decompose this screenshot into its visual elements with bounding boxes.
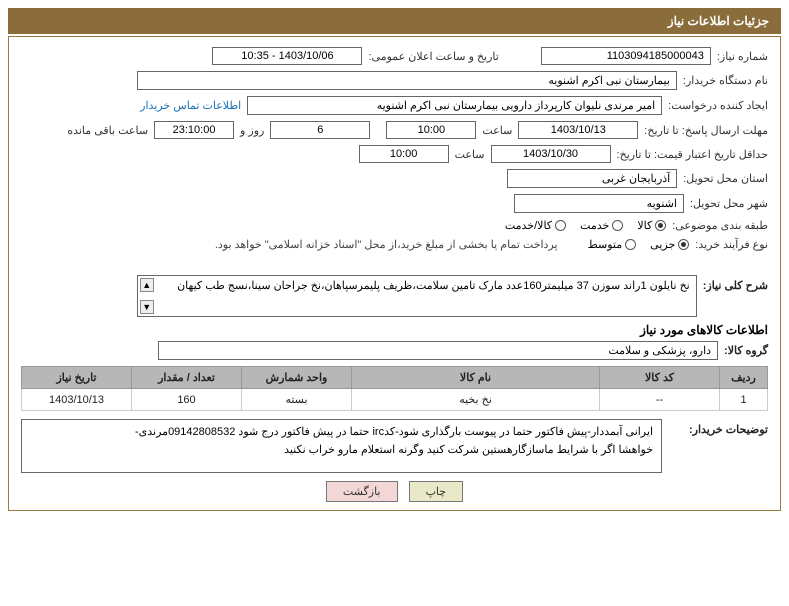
lbl-need-no: شماره نیاز: [717, 50, 768, 63]
th-code: کد کالا [600, 367, 720, 389]
lbl-requester: ایجاد کننده درخواست: [668, 99, 768, 112]
lbl-province: استان محل تحویل: [683, 172, 768, 185]
td-qty: 160 [132, 389, 242, 411]
radio-dot-icon [678, 239, 689, 250]
radio-dot-icon [625, 239, 636, 250]
field-deadline-time: 10:00 [386, 121, 476, 139]
lbl-price-valid: حداقل تاریخ اعتبار قیمت: تا تاریخ: [617, 148, 768, 161]
radio-label: کالا/خدمت [505, 219, 552, 232]
print-button[interactable]: چاپ [409, 481, 464, 502]
radio-subject-goods[interactable]: کالا [637, 219, 666, 232]
th-row: ردیف [720, 367, 768, 389]
lbl-buyer-notes: توضیحات خریدار: [668, 419, 768, 436]
field-province: آذربایجان غربی [507, 169, 677, 188]
panel-header: جزئیات اطلاعات نیاز [8, 8, 781, 34]
radio-label: کالا [637, 219, 652, 232]
description-textarea[interactable]: نخ نایلون 1راند سوزن 37 میلیمتر160عدد ما… [137, 275, 697, 317]
radio-group-subject: کالا خدمت کالا/خدمت [505, 219, 666, 232]
field-goods-group: دارو، پزشکی و سلامت [158, 341, 718, 360]
scroll-down-icon[interactable]: ▼ [140, 300, 154, 314]
lbl-deadline: مهلت ارسال پاسخ: تا تاریخ: [644, 124, 768, 137]
radio-label: خدمت [580, 219, 609, 232]
field-remaining-days: 6 [270, 121, 370, 139]
field-city: اشنویه [514, 194, 684, 213]
buyer-notes-box: ایرانی آبمددار-پیش فاکتور حتما در پیوست … [21, 419, 662, 473]
lbl-description: شرح کلی نیاز: [703, 275, 768, 292]
back-button[interactable]: بازگشت [326, 481, 398, 502]
th-name: نام کالا [352, 367, 600, 389]
table-header-row: ردیف کد کالا نام کالا واحد شمارش تعداد /… [22, 367, 768, 389]
field-remaining-hms: 23:10:00 [154, 121, 234, 139]
radio-label: متوسط [588, 238, 623, 251]
radio-purchase-medium[interactable]: متوسط [588, 238, 637, 251]
lbl-goods-group: گروه کالا: [724, 344, 768, 357]
th-qty: تعداد / مقدار [132, 367, 242, 389]
field-buyer-org: بیمارستان نبی اکرم اشنویه [137, 71, 677, 90]
lbl-hour-1: ساعت [482, 124, 512, 137]
th-unit: واحد شمارش [242, 367, 352, 389]
scroll-up-icon[interactable]: ▲ [140, 278, 154, 292]
lbl-subject-class: طبقه بندی موضوعی: [672, 219, 768, 232]
td-name: نخ بخیه [352, 389, 600, 411]
lbl-city: شهر محل تحویل: [690, 197, 768, 210]
radio-dot-icon [655, 220, 666, 231]
lbl-day-and: روز و [240, 124, 264, 137]
field-price-valid-time: 10:00 [359, 145, 449, 163]
radio-dot-icon [612, 220, 623, 231]
lbl-purchase-type: نوع فرآیند خرید: [695, 238, 768, 251]
table-row: 1 -- نخ بخیه بسته 160 1403/10/13 [22, 389, 768, 411]
buyer-notes-line2: خواهشا اگر با شرایط ماسازگارهستین شرکت ک… [30, 442, 653, 460]
lbl-remaining: ساعت باقی مانده [67, 124, 148, 137]
buyer-notes-line1: ایرانی آبمددار-پیش فاکتور حتما در پیوست … [30, 424, 653, 442]
button-bar: چاپ بازگشت [21, 481, 768, 502]
lbl-announce-dt: تاریخ و ساعت اعلان عمومی: [368, 50, 498, 63]
field-price-valid-date: 1403/10/30 [491, 145, 611, 163]
td-row: 1 [720, 389, 768, 411]
radio-subject-both[interactable]: کالا/خدمت [505, 219, 566, 232]
field-need-no: 1103094185000043 [541, 47, 711, 65]
radio-dot-icon [555, 220, 566, 231]
description-text: نخ نایلون 1راند سوزن 37 میلیمتر160عدد ما… [177, 280, 690, 292]
details-frame: شماره نیاز: 1103094185000043 تاریخ و ساع… [8, 36, 781, 511]
payment-note: پرداخت تمام یا بخشی از مبلغ خرید،از محل … [215, 238, 558, 251]
field-requester: امیر مرندی نلیوان کارپرداز دارویی بیمارس… [247, 96, 662, 115]
radio-label: جزیی [650, 238, 675, 251]
section-goods-info: اطلاعات کالاهای مورد نیاز [21, 323, 768, 337]
td-unit: بسته [242, 389, 352, 411]
goods-table: ردیف کد کالا نام کالا واحد شمارش تعداد /… [21, 366, 768, 411]
lbl-buyer-org: نام دستگاه خریدار: [683, 74, 768, 87]
th-need-date: تاریخ نیاز [22, 367, 132, 389]
radio-group-purchase: جزیی متوسط [588, 238, 690, 251]
field-deadline-date: 1403/10/13 [518, 121, 638, 139]
radio-subject-service[interactable]: خدمت [580, 219, 623, 232]
td-need-date: 1403/10/13 [22, 389, 132, 411]
td-code: -- [600, 389, 720, 411]
radio-purchase-minor[interactable]: جزیی [650, 238, 689, 251]
lbl-hour-2: ساعت [455, 148, 485, 161]
field-announce-dt: 1403/10/06 - 10:35 [212, 47, 362, 65]
link-buyer-contact[interactable]: اطلاعات تماس خریدار [140, 99, 241, 112]
